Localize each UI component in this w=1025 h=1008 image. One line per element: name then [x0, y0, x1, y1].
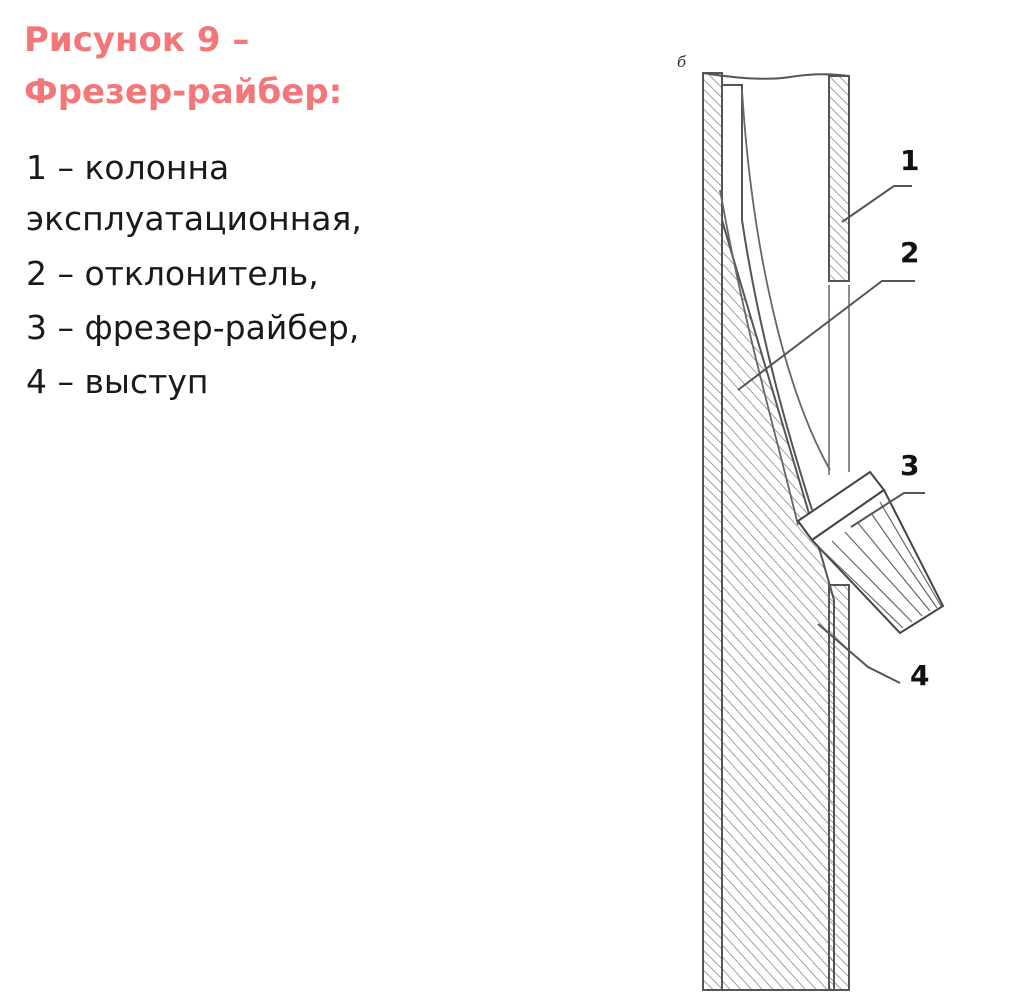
leader-4 — [817, 623, 901, 684]
legend-item-2: 2 – отклонитель, — [26, 254, 319, 293]
callout-4: 4 — [910, 659, 929, 692]
leader-2 — [737, 280, 915, 391]
leader-1 — [841, 185, 912, 223]
casing-left-wall — [702, 72, 723, 991]
break-line — [702, 72, 850, 80]
figure-caption-line-1: Рисунок 9 – — [24, 20, 250, 60]
whipstock-deflector — [721, 219, 835, 991]
legend-item-3: 3 – фрезер-райбер, — [26, 308, 360, 347]
legend-item-1-line-1: 1 – колонна — [26, 148, 230, 187]
legend-item-4: 4 – выступ — [26, 362, 209, 401]
callout-1: 1 — [900, 144, 919, 177]
view-mark: б — [677, 53, 687, 71]
figure-caption: Рисунок 9 – Фрезер-райбер: — [24, 14, 342, 118]
callout-2: 2 — [900, 236, 919, 269]
mill-reamer — [796, 470, 945, 635]
legend-item-1: 1 – колонна эксплуатационная, — [26, 142, 362, 244]
callout-3: 3 — [900, 449, 919, 482]
leader-3 — [850, 492, 925, 528]
legend-list: 1 – колонна эксплуатационная, 2 – отклон… — [26, 142, 362, 407]
leader-lines — [737, 185, 925, 684]
figure-caption-line-2: Фрезер-райбер: — [24, 72, 343, 112]
legend-item-1-line-2: эксплуатационная, — [26, 199, 362, 238]
